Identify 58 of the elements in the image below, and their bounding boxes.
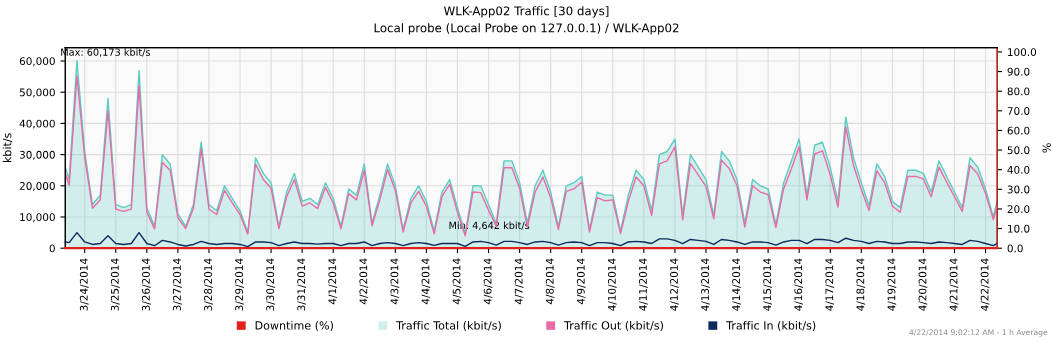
x-tick-label: 4/16/2014: [794, 258, 803, 311]
legend-label: Traffic In (kbit/s): [726, 321, 816, 331]
x-tick-label: 4/7/2014: [514, 258, 524, 305]
legend-label: Traffic Total (kbit/s): [396, 321, 501, 331]
x-tick-label: 3/31/2014: [297, 258, 306, 311]
y2-tick-label: 90.0: [1007, 67, 1030, 76]
x-tick-label: 3/26/2014: [141, 258, 151, 311]
y-tick-label: 50,000: [19, 88, 55, 98]
x-tick-label: 4/22/2014: [980, 258, 990, 311]
x-tick-label: 3/24/2014: [79, 258, 89, 311]
y2-tick-label: 80.0: [1007, 87, 1030, 96]
x-tick-label: 4/9/2014: [576, 258, 586, 305]
y2-tick-label: 0.0: [1007, 244, 1023, 253]
x-tick-label: 3/27/2014: [173, 258, 182, 311]
x-tick-label: 3/28/2014: [204, 258, 213, 311]
y2-tick-label: 10.0: [1008, 224, 1030, 233]
x-tick-label: 4/19/2014: [887, 258, 897, 311]
x-tick-label: 4/15/2014: [763, 258, 772, 311]
x-tick-label: 4/12/2014: [670, 258, 679, 311]
y-tick-label: 30,000: [19, 150, 55, 160]
y-tick-label: 60,000: [19, 57, 55, 67]
y-tick-label: 20,000: [19, 182, 55, 191]
x-tick-label: 4/21/2014: [949, 258, 959, 311]
y2-tick-label: 60.0: [1007, 126, 1030, 135]
y-tick-label: 40,000: [19, 119, 55, 129]
x-tick-label: 4/20/2014: [918, 258, 928, 311]
y2-tick-label: 30.0: [1007, 185, 1030, 194]
annotation: Min: 4,642 kbit/s: [449, 221, 530, 231]
y-tick-label: 10,000: [20, 213, 55, 223]
x-tick-label: 3/30/2014: [266, 258, 275, 311]
legend-label: Traffic Out (kbit/s): [564, 321, 663, 331]
x-tick-label: 4/10/2014: [607, 258, 617, 311]
line-series: [64, 231, 998, 248]
y2-tick-label: 20.0: [1007, 205, 1030, 214]
x-tick-label: 4/5/2014: [452, 258, 462, 305]
x-tick-label: 4/4/2014: [421, 258, 431, 305]
x-tick-label: 3/29/2014: [235, 258, 244, 311]
x-tick-label: 4/6/2014: [483, 258, 493, 305]
x-tick-label: 4/1/2014: [328, 258, 338, 305]
x-tick-label: 3/25/2014: [110, 258, 120, 311]
y2-axis-title: %: [1042, 143, 1051, 153]
x-tick-label: 4/3/2014: [390, 258, 400, 305]
x-tick-label: 4/8/2014: [545, 258, 555, 305]
x-tick-label: 4/14/2014: [732, 258, 741, 311]
x-tick-label: 4/2/2014: [359, 258, 369, 305]
legend-label: Downtime (%): [255, 321, 333, 331]
y2-tick-label: 70.0: [1007, 107, 1030, 115]
y2-tick-label: 100.0: [1008, 48, 1037, 57]
chart-subtitle: Local probe (Local Probe on 127.0.0.1) / WLK-App02: [374, 23, 679, 35]
y-axis-title: kbit/s: [2, 133, 13, 163]
x-tick-label: 4/13/2014: [701, 258, 710, 311]
y2-tick-label: 40.0: [1007, 165, 1030, 174]
y-tick-label: 0: [49, 244, 55, 253]
x-tick-label: 4/11/2014: [638, 258, 648, 311]
x-tick-label: 4/17/2014: [825, 258, 835, 311]
y2-tick-label: 50.0: [1007, 146, 1030, 155]
chart-title: WLK-App02 Traffic [30 days]: [443, 6, 609, 18]
x-tick-label: 4/18/2014: [856, 258, 866, 311]
